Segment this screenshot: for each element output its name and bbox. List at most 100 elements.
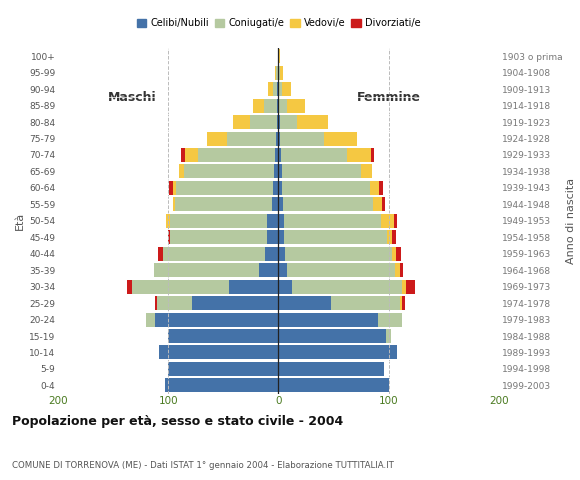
Bar — [278, 148, 281, 162]
Bar — [175, 197, 272, 211]
Bar — [392, 230, 396, 244]
Bar — [272, 197, 278, 211]
Bar — [387, 230, 392, 244]
Bar — [278, 362, 384, 376]
Bar — [259, 263, 278, 277]
Bar — [287, 263, 395, 277]
Bar — [285, 247, 392, 261]
Bar — [273, 181, 278, 195]
Bar — [206, 132, 227, 145]
Bar — [128, 280, 132, 294]
Bar — [227, 132, 276, 145]
Bar — [176, 181, 273, 195]
Bar — [280, 132, 324, 145]
Bar — [278, 247, 285, 261]
Bar — [278, 197, 283, 211]
Bar — [283, 197, 373, 211]
Bar — [400, 296, 402, 310]
Bar — [280, 66, 283, 80]
Bar — [331, 296, 400, 310]
Bar — [370, 181, 379, 195]
Bar — [402, 280, 406, 294]
Bar — [278, 49, 280, 63]
Bar — [179, 165, 184, 179]
Y-axis label: Anno di nascita: Anno di nascita — [566, 178, 577, 264]
Bar — [265, 247, 278, 261]
Bar — [154, 263, 259, 277]
Bar — [278, 329, 386, 343]
Bar — [406, 280, 415, 294]
Bar — [233, 115, 250, 129]
Bar — [250, 115, 277, 129]
Bar — [287, 98, 305, 113]
Bar — [278, 98, 287, 113]
Bar — [373, 197, 382, 211]
Bar — [278, 214, 284, 228]
Bar — [281, 148, 347, 162]
Bar — [278, 165, 282, 179]
Bar — [155, 296, 157, 310]
Bar — [395, 263, 400, 277]
Bar — [278, 132, 280, 145]
Bar — [132, 280, 229, 294]
Bar — [173, 197, 175, 211]
Legend: Celibi/Nubili, Coniugati/e, Vedovi/e, Divorziati/e: Celibi/Nubili, Coniugati/e, Vedovi/e, Di… — [136, 18, 420, 28]
Bar — [379, 181, 383, 195]
Bar — [392, 247, 396, 261]
Bar — [160, 346, 278, 360]
Bar — [169, 181, 173, 195]
Bar — [371, 148, 374, 162]
Bar — [297, 115, 328, 129]
Text: Popolazione per età, sesso e stato civile - 2004: Popolazione per età, sesso e stato civil… — [12, 415, 343, 428]
Bar — [278, 378, 389, 392]
Bar — [324, 132, 357, 145]
Bar — [146, 312, 155, 326]
Bar — [278, 280, 292, 294]
Bar — [173, 181, 176, 195]
Bar — [274, 165, 278, 179]
Bar — [158, 247, 162, 261]
Bar — [273, 82, 277, 96]
Bar — [267, 230, 278, 244]
Bar — [381, 214, 394, 228]
Bar — [275, 148, 278, 162]
Bar — [277, 115, 278, 129]
Bar — [171, 214, 267, 228]
Bar — [278, 312, 378, 326]
Bar — [278, 66, 280, 80]
Bar — [282, 82, 291, 96]
Bar — [276, 132, 278, 145]
Bar — [165, 378, 278, 392]
Bar — [284, 214, 381, 228]
Bar — [184, 165, 274, 179]
Text: Femmine: Femmine — [357, 91, 420, 104]
Bar — [280, 115, 297, 129]
Bar — [292, 280, 402, 294]
Bar — [278, 263, 287, 277]
Bar — [278, 115, 280, 129]
Bar — [155, 312, 278, 326]
Bar — [193, 296, 278, 310]
Bar — [168, 362, 278, 376]
Bar — [282, 181, 370, 195]
Bar — [269, 82, 273, 96]
Bar — [168, 329, 278, 343]
Bar — [278, 82, 282, 96]
Bar — [284, 230, 387, 244]
Bar — [277, 98, 278, 113]
Bar — [157, 296, 193, 310]
Bar — [278, 230, 284, 244]
Bar — [171, 230, 267, 244]
Bar — [166, 214, 171, 228]
Bar — [198, 148, 275, 162]
Bar — [276, 66, 278, 80]
Bar — [282, 165, 361, 179]
Bar — [361, 165, 372, 179]
Bar — [162, 247, 265, 261]
Bar — [278, 346, 397, 360]
Bar — [277, 82, 278, 96]
Bar — [386, 329, 391, 343]
Bar — [378, 312, 402, 326]
Bar — [184, 148, 198, 162]
Bar — [229, 280, 278, 294]
